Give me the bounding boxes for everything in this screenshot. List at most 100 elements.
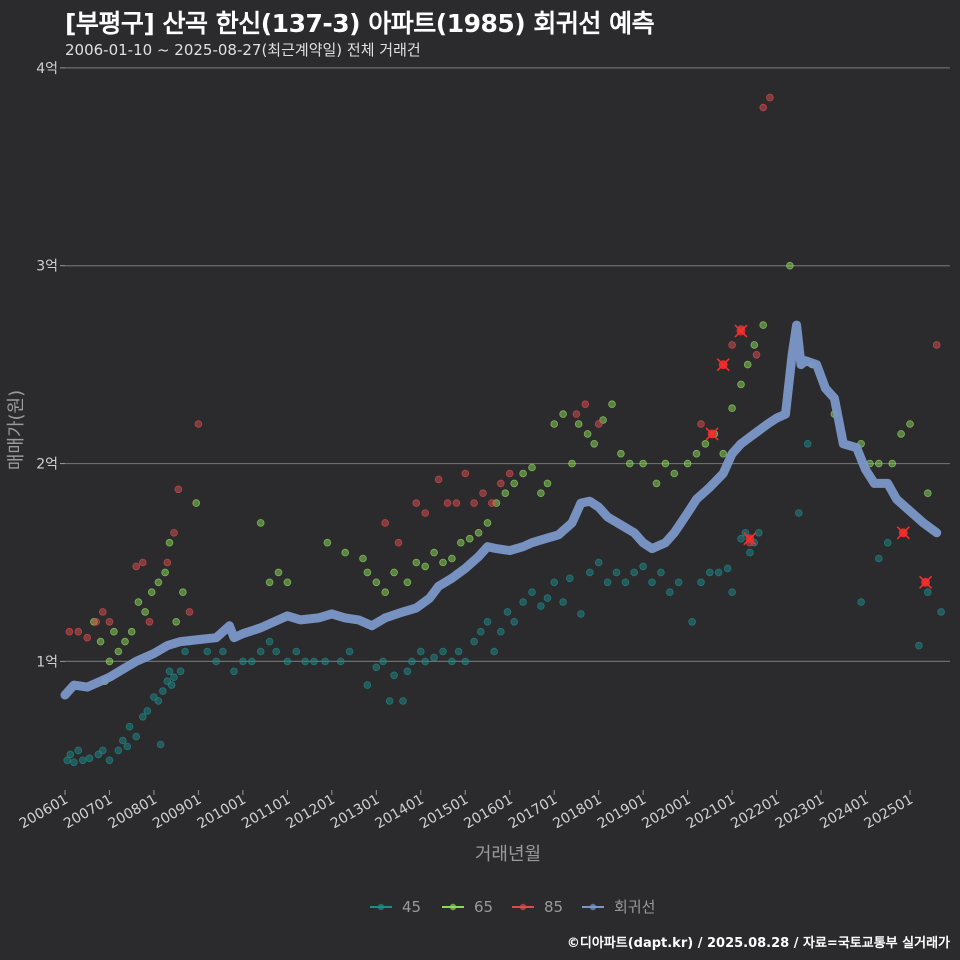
point-65	[403, 578, 412, 587]
point-65	[110, 627, 118, 636]
point-45	[399, 697, 407, 705]
point-45	[301, 657, 310, 666]
point-65	[283, 578, 292, 587]
point-45	[125, 722, 134, 731]
point-45	[66, 750, 75, 759]
point-45	[476, 627, 485, 636]
highlight-cross	[896, 526, 910, 540]
point-45	[803, 439, 812, 448]
point-65	[906, 420, 914, 428]
point-65	[483, 519, 492, 527]
point-65	[372, 578, 381, 587]
point-45	[559, 598, 567, 606]
point-65	[568, 459, 576, 468]
point-65	[430, 548, 438, 557]
x-tick-label: 200701	[61, 792, 115, 833]
point-45	[448, 657, 456, 666]
legend-key-dot	[589, 903, 597, 911]
point-45	[230, 667, 238, 676]
point-65	[448, 554, 456, 563]
point-85	[434, 475, 443, 484]
point-65	[743, 360, 752, 369]
point-65	[692, 449, 701, 458]
point-45	[697, 578, 705, 587]
point-45	[203, 647, 212, 656]
point-85	[132, 562, 141, 571]
point-65	[121, 637, 129, 646]
point-65	[897, 430, 905, 438]
point-45	[85, 754, 94, 763]
chart-title: [부평구] 산곡 한신(137-3) 아파트(1985) 회귀선 예측	[65, 9, 655, 38]
point-65	[341, 548, 350, 557]
regression-line	[60, 320, 942, 700]
x-axis-ticks: 2006012007012008012009012010012011012012…	[17, 790, 916, 832]
point-45	[63, 756, 71, 765]
point-45	[794, 509, 803, 517]
point-45	[630, 568, 638, 577]
point-65	[923, 489, 932, 498]
highlight-cross	[743, 532, 757, 546]
x-tick-label: 201001	[195, 792, 249, 833]
point-65	[127, 627, 136, 636]
point-65	[625, 459, 634, 468]
legend-key-dot	[377, 903, 385, 911]
point-85	[421, 509, 430, 517]
point-65	[439, 558, 447, 567]
point-45	[577, 610, 585, 618]
point-45	[728, 588, 736, 596]
point-45	[470, 637, 478, 646]
x-tick-label: 201301	[328, 792, 382, 833]
point-45	[385, 697, 394, 705]
point-85	[394, 538, 403, 547]
point-45	[248, 657, 256, 666]
point-65	[888, 459, 896, 468]
point-85	[581, 400, 590, 409]
point-65	[510, 479, 519, 488]
point-85	[174, 485, 183, 494]
point-65	[179, 588, 187, 596]
point-85	[412, 499, 421, 507]
point-65	[874, 459, 883, 468]
x-tick-label: 202201	[728, 792, 782, 833]
point-45	[937, 608, 945, 616]
point-65	[759, 321, 767, 329]
point-65	[670, 469, 679, 478]
point-85	[452, 499, 461, 507]
point-65	[537, 489, 545, 498]
y-axis-ticks: 1억 2억 3억 4억	[36, 61, 65, 670]
y-tick-label: 3억	[36, 259, 58, 275]
point-45	[430, 653, 438, 662]
point-45	[363, 681, 372, 689]
point-65	[728, 404, 736, 413]
point-45	[256, 647, 265, 656]
point-65	[154, 578, 163, 587]
point-85	[488, 499, 496, 507]
point-65	[165, 538, 174, 547]
point-45	[688, 617, 696, 626]
point-45	[874, 554, 883, 563]
point-65	[683, 459, 692, 468]
point-45	[70, 758, 78, 767]
point-65	[465, 534, 474, 543]
point-45	[336, 657, 345, 666]
point-85	[752, 350, 761, 359]
point-85	[163, 558, 172, 567]
point-45	[321, 657, 330, 666]
point-65	[412, 558, 421, 567]
y-tick-label: 4억	[36, 61, 58, 77]
point-45	[490, 647, 499, 656]
point-65	[608, 400, 616, 409]
point-85	[766, 93, 774, 102]
point-65	[639, 459, 647, 468]
point-45	[657, 568, 665, 577]
point-45	[390, 671, 398, 680]
point-45	[723, 564, 732, 573]
point-45	[439, 647, 447, 656]
legend-label: 45	[402, 898, 421, 916]
point-85	[461, 469, 470, 478]
point-45	[272, 647, 281, 656]
point-45	[915, 641, 923, 650]
x-tick-label: 200901	[150, 792, 204, 833]
x-tick-label: 202501	[862, 792, 916, 833]
point-45	[705, 568, 714, 577]
